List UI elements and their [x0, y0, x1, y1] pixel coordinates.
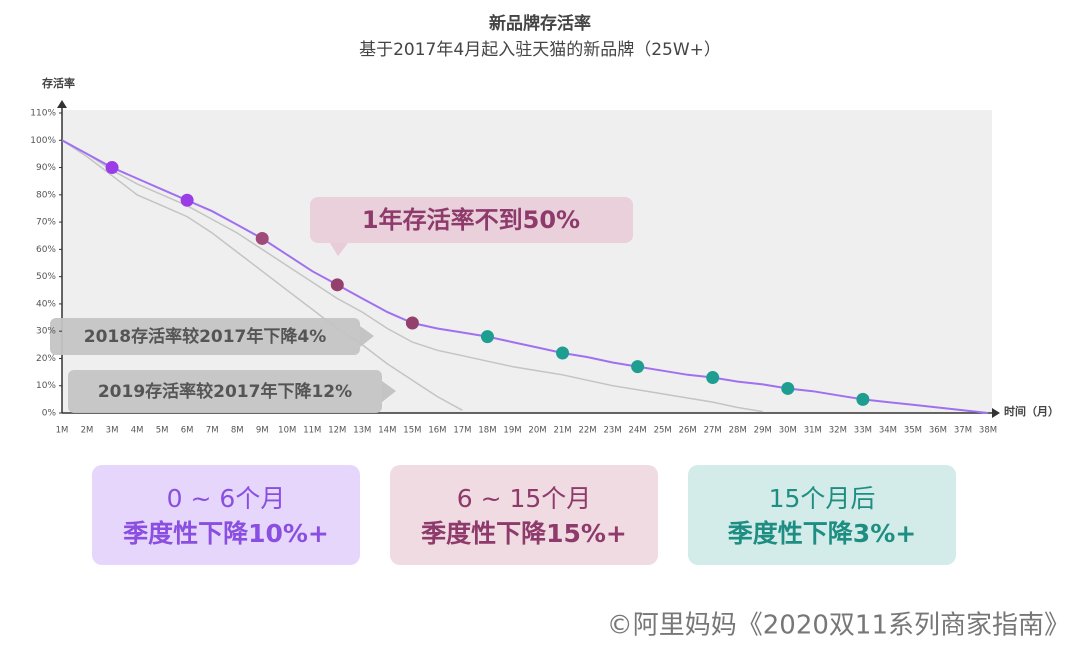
y-tick-label: 50% — [36, 272, 56, 282]
y-tick-label: 20% — [36, 354, 56, 364]
card-line2: 季度性下降3%+ — [728, 519, 916, 548]
x-tick-label: 22M — [578, 426, 596, 436]
y-tick-label: 70% — [36, 218, 56, 228]
y-axis-label: 存活率 — [42, 76, 75, 90]
x-tick-label: 38M — [979, 426, 997, 436]
chart-subtitle: 基于2017年4月起入驻天猫的新品牌（25W+） — [359, 40, 721, 60]
annotation: 1年存活率不到50% — [362, 206, 580, 234]
x-tick-label: 30M — [779, 426, 797, 436]
annotation-pointer — [330, 243, 348, 256]
annotation-box — [68, 370, 382, 413]
x-tick-label: 20M — [528, 426, 546, 436]
x-tick-label: 37M — [954, 426, 972, 436]
x-tick-label: 24M — [629, 426, 647, 436]
point-marker — [330, 278, 344, 292]
x-tick-label: 13M — [353, 426, 371, 436]
point-marker — [706, 371, 720, 385]
x-tick-label: 23M — [604, 426, 622, 436]
card-line1: 15个月后 — [769, 484, 876, 513]
x-axis-arrow — [992, 408, 1000, 418]
x-tick-label: 26M — [679, 426, 697, 436]
x-tick-label: 1M — [56, 426, 69, 436]
y-tick-label: 100% — [30, 136, 56, 146]
card-line1: 0 ~ 6个月 — [167, 484, 286, 513]
y-tick-label: 40% — [36, 299, 56, 309]
x-tick-label: 15M — [403, 426, 421, 436]
series-line — [61, 139, 989, 414]
x-tick-label: 11M — [303, 426, 321, 436]
x-tick-label: 17M — [453, 426, 471, 436]
point-marker — [105, 161, 119, 175]
annotation-pointer — [382, 381, 396, 402]
x-tick-label: 12M — [328, 426, 346, 436]
x-tick-label: 4M — [131, 426, 144, 436]
y-tick-label: 90% — [36, 163, 56, 173]
x-tick-label: 32M — [829, 426, 847, 436]
card — [390, 465, 658, 565]
plot-area — [62, 110, 992, 413]
annotation: 2018存活率较2017年下降4% — [84, 326, 327, 347]
x-tick-label: 33M — [854, 426, 872, 436]
point-marker — [405, 316, 419, 330]
x-tick-label: 6M — [181, 426, 194, 436]
x-tick-label: 34M — [879, 426, 897, 436]
y-tick-label: 30% — [36, 327, 56, 337]
y-axis-arrow — [57, 100, 67, 108]
y-tick-label: 80% — [36, 190, 56, 200]
x-tick-label: 21M — [553, 426, 571, 436]
annotation-box — [50, 318, 360, 355]
card — [688, 465, 956, 565]
x-tick-label: 3M — [106, 426, 119, 436]
point-marker — [480, 330, 494, 344]
x-tick-label: 16M — [428, 426, 446, 436]
point-marker — [255, 231, 269, 245]
x-tick-label: 8M — [231, 426, 244, 436]
y-tick-label: 60% — [36, 245, 56, 255]
x-tick-label: 14M — [378, 426, 396, 436]
footer: ©阿里妈妈《2020双11系列商家指南》 — [607, 611, 1070, 641]
x-tick-label: 29M — [754, 426, 772, 436]
annotation-box — [310, 197, 633, 243]
x-tick-label: 36M — [929, 426, 947, 436]
card — [92, 465, 360, 565]
point-marker — [856, 392, 870, 406]
y-tick-label: 10% — [36, 381, 56, 391]
x-tick-label: 25M — [654, 426, 672, 436]
point-marker — [556, 346, 570, 360]
x-tick-label: 5M — [156, 426, 169, 436]
point-marker — [781, 381, 795, 395]
card-line2: 季度性下降15%+ — [421, 519, 627, 548]
annotation-pointer — [360, 326, 374, 347]
x-tick-label: 35M — [904, 426, 922, 436]
x-tick-label: 27M — [704, 426, 722, 436]
x-tick-label: 28M — [729, 426, 747, 436]
x-tick-label: 31M — [804, 426, 822, 436]
series-line — [61, 139, 463, 411]
annotation: 2019存活率较2017年下降12% — [98, 381, 352, 402]
y-tick-label: 110% — [30, 109, 56, 119]
point-marker — [631, 360, 645, 374]
chart-title: 新品牌存活率 — [489, 13, 591, 34]
series-line — [61, 139, 763, 413]
point-marker — [180, 193, 194, 207]
card-line2: 季度性下降10%+ — [123, 519, 329, 548]
x-tick-label: 7M — [206, 426, 219, 436]
card-line1: 6 ~ 15个月 — [457, 484, 592, 513]
x-tick-label: 10M — [278, 426, 296, 436]
x-tick-label: 2M — [81, 426, 94, 436]
x-tick-label: 19M — [503, 426, 521, 436]
x-axis-label: 时间（月） — [1004, 404, 1059, 418]
x-tick-label: 9M — [256, 426, 269, 436]
x-tick-label: 18M — [478, 426, 496, 436]
y-tick-label: 0% — [42, 409, 57, 419]
